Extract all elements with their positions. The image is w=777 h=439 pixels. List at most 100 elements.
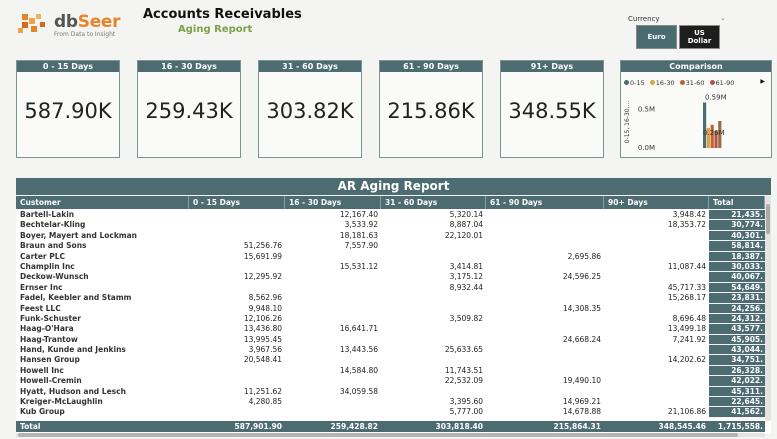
total-cell: 40,067. xyxy=(709,272,765,283)
table-row[interactable]: Champlin Inc 15,531.12 3,414.81 11,087.44 30… xyxy=(16,261,765,273)
kpi-value: 303.82K xyxy=(266,99,354,123)
amount-cell xyxy=(604,272,709,282)
amount-cell xyxy=(189,262,285,272)
kpi-card-91-plus: 91+ Days 348.55K xyxy=(500,60,604,158)
amount-cell: 13,995.45 xyxy=(243,334,282,344)
total-cell: 22,645. xyxy=(709,397,765,408)
bar-0-15 xyxy=(703,102,707,148)
horizontal-scrollbar[interactable] xyxy=(16,433,765,437)
table-row[interactable]: Deckow-Wunsch 12,295.92 3,175.12 24,596.25 4… xyxy=(16,272,765,283)
table-row[interactable]: Hand, Kunde and Jenkins 3,967.56 13,443.56… xyxy=(16,345,765,356)
table-row[interactable]: Bechtelar-Kling 3,533.92 8,887.04 18,353.72… xyxy=(16,220,765,231)
amount-cell: 7,557.90 xyxy=(344,241,378,251)
amount-cell xyxy=(381,241,486,251)
amount-cell xyxy=(285,376,381,386)
legend-dot-icon xyxy=(709,80,715,85)
amount-cell xyxy=(486,324,604,334)
amount-cell: 9,948.10 xyxy=(248,303,282,313)
kpi-card-31-60: 31 - 60 Days 303.82K xyxy=(258,60,362,158)
amount-cell: 8,887.04 xyxy=(449,220,483,230)
kpi-card-16-30: 16 - 30 Days 259.43K xyxy=(137,60,241,158)
amount-cell: 51,256.76 xyxy=(243,241,282,251)
amount-cell xyxy=(381,355,486,365)
customer-cell: Haag-Trantow xyxy=(20,334,78,344)
chevron-down-icon[interactable]: ⌄ xyxy=(720,14,726,22)
amount-cell: 3,948.42 xyxy=(672,210,706,219)
total-cell: 54,649. xyxy=(709,282,765,294)
table-row[interactable]: Haag-O'Hara 13,436.80 16,641.71 13,499.18 43… xyxy=(16,324,765,335)
column-header[interactable]: Customer xyxy=(16,196,189,209)
vertical-scrollbar[interactable] xyxy=(765,196,771,421)
table-row[interactable]: Ernser Inc 8,932.44 45,717.33 54,649. xyxy=(16,282,765,294)
amount-cell xyxy=(486,355,604,365)
table-row[interactable]: Braun and Sons 51,256.76 7,557.90 58,814. xyxy=(16,241,765,252)
amount-cell xyxy=(604,366,709,376)
amount-cell: 20,548.41 xyxy=(243,355,282,365)
amount-cell: 12,167.40 xyxy=(339,210,378,219)
amount-cell xyxy=(285,293,381,303)
page-title: Accounts Receivables xyxy=(143,7,302,22)
amount-cell xyxy=(285,283,381,293)
total-amount: 303,818.40 xyxy=(435,422,483,431)
total-cell: 45,905. xyxy=(709,334,765,346)
amount-cell xyxy=(486,345,604,355)
table-row[interactable]: Hyatt, Hudson and Lesch 11,251.62 34,059.5… xyxy=(16,386,765,398)
table-row[interactable]: Boyer, Mayert and Lockman 18,181.63 22,120… xyxy=(16,230,765,242)
chart-legend: 0-15 16-30 31-60 61-90 xyxy=(624,79,737,87)
amount-cell xyxy=(381,335,486,345)
y-tick-label: 0.5M xyxy=(638,105,655,113)
column-header[interactable]: 31 - 60 Days xyxy=(381,196,486,209)
amount-cell xyxy=(189,283,285,293)
customer-cell: Kreiger-McLaughlin xyxy=(20,397,103,407)
currency-usd-button[interactable]: US Dollar xyxy=(679,25,720,49)
amount-cell: 19,490.10 xyxy=(562,376,601,386)
table-row[interactable]: Howell-Cremin 22,532.09 19,490.10 42,022. xyxy=(16,376,765,387)
amount-cell xyxy=(486,231,604,241)
total-cell: 21,435. xyxy=(709,210,765,221)
table-row[interactable]: Bartell-Lakin 12,167.40 5,320.14 3,948.42 21… xyxy=(16,210,765,221)
legend-item: 0-15 xyxy=(624,79,645,87)
table-row[interactable]: Kub Group 5,777.00 14,678.88 21,106.86 41,56… xyxy=(16,407,765,418)
kpi-value: 259.43K xyxy=(145,99,233,123)
total-cell: 45,311. xyxy=(709,386,765,398)
table-row[interactable]: Hansen Group 20,548.41 14,202.62 34,751. xyxy=(16,355,765,366)
amount-cell xyxy=(285,314,381,324)
amount-cell: 22,532.09 xyxy=(444,376,483,386)
currency-euro-button[interactable]: Euro xyxy=(636,25,677,49)
amount-cell xyxy=(486,241,604,251)
amount-cell xyxy=(189,231,285,241)
comparison-panel: Comparison 0-15 16-30 31-60 61-90 ▶ 0-15, 1… xyxy=(620,60,772,158)
table-row[interactable]: Funk-Schuster 12,106.26 3,509.82 8,696.48 24… xyxy=(16,313,765,325)
column-header[interactable]: 0 - 15 Days xyxy=(189,196,285,209)
table-row[interactable]: Feest LLC 9,948.10 14,308.35 24,256. xyxy=(16,303,765,314)
amount-cell: 3,967.56 xyxy=(248,345,282,355)
table-row[interactable]: Kreiger-McLaughlin 4,280.85 3,395.60 14,969… xyxy=(16,397,765,408)
scroll-thumb[interactable] xyxy=(766,204,770,234)
report-title: AR Aging Report xyxy=(16,178,771,195)
logo-mark-icon xyxy=(18,14,45,33)
table-row[interactable]: Howell Inc 14,584.80 11,743.51 26,328. xyxy=(16,365,765,377)
column-header[interactable]: 61 - 90 Days xyxy=(486,196,604,209)
amount-cell xyxy=(604,376,709,386)
table-row[interactable]: Carter PLC 15,691.99 2,695.86 18,387. xyxy=(16,251,765,262)
column-header[interactable]: Total xyxy=(709,196,765,209)
column-header[interactable]: 16 - 30 Days xyxy=(285,196,381,209)
table-row[interactable]: Haag-Trantow 13,995.45 24,668.24 7,241.92 45… xyxy=(16,334,765,346)
customer-cell: Funk-Schuster xyxy=(20,313,81,323)
total-amount: 348,545.46 xyxy=(658,422,706,431)
scroll-thumb[interactable] xyxy=(18,433,738,437)
amount-cell: 3,509.82 xyxy=(449,313,483,323)
kpi-value: 215.86K xyxy=(387,99,475,123)
customer-cell: Deckow-Wunsch xyxy=(20,272,89,282)
amount-cell: 15,531.12 xyxy=(339,261,378,271)
customer-cell: Haag-O'Hara xyxy=(20,324,74,334)
column-header[interactable]: 90+ Days xyxy=(604,196,709,209)
amount-cell: 13,499.18 xyxy=(667,324,706,334)
amount-cell xyxy=(604,241,709,251)
customer-cell: Bartell-Lakin xyxy=(20,210,75,219)
legend-next-icon[interactable]: ▶ xyxy=(760,78,765,85)
amount-cell xyxy=(486,293,604,303)
table-row[interactable]: Fadel, Keebler and Stamm 8,562.96 15,268.1… xyxy=(16,293,765,304)
total-amount: 1,715,558. xyxy=(717,422,763,431)
amount-cell: 14,678.88 xyxy=(562,407,601,417)
